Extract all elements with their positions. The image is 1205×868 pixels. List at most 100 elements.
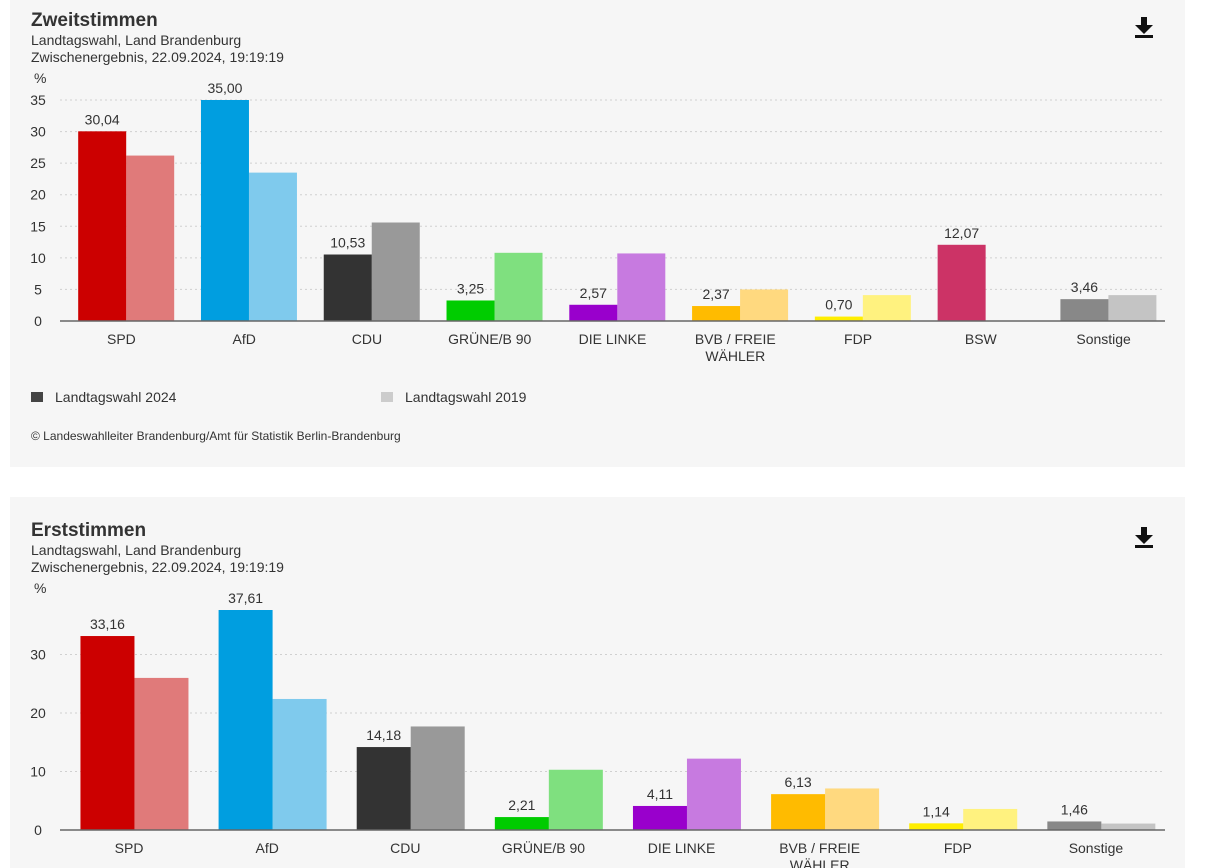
bar-2019-6 [963,808,1018,830]
bar-2019-0 [134,677,189,830]
zweitstimmen-panel: Zweitstimmen Landtagswahl, Land Brandenb… [10,0,1185,467]
x-tick-label: Sonstige [1076,331,1131,347]
data-label: 1,14 [923,803,950,819]
bar-2019-4 [686,758,741,830]
bar-2024-1 [218,610,273,830]
bar-2024-5 [692,306,741,321]
x-tick-label: Sonstige [1069,840,1124,856]
bar-2024-5 [771,794,826,830]
bar-2024-8 [1060,299,1109,321]
x-tick-label: SPD [115,840,144,856]
bar-2024-2 [323,254,372,321]
download-icon[interactable] [1133,15,1155,39]
y-axis-unit: % [34,580,46,596]
data-label: 37,61 [228,590,263,606]
bar-2024-3 [446,300,495,321]
bar-2024-7 [1047,821,1102,830]
data-label: 1,46 [1061,801,1088,817]
y-tick-label: 25 [30,155,46,171]
x-tick-label: CDU [390,840,420,856]
bar-2024-3 [494,817,549,830]
legend-swatch [381,392,393,402]
y-axis-unit: % [34,70,46,86]
y-tick-label: 20 [30,705,46,721]
bar-2024-4 [569,304,618,321]
bar-2024-2 [356,747,411,830]
y-tick-label: 0 [34,313,42,329]
bar-2019-7 [1101,823,1156,830]
erststimmen-panel: Erststimmen Landtagswahl, Land Brandenbu… [10,497,1185,868]
copyright-text: © Landeswahlleiter Brandenburg/Amt für S… [31,429,401,443]
bar-2019-6 [862,295,911,321]
bar-2019-3 [548,769,603,830]
y-tick-label: 5 [34,281,42,297]
y-tick-label: 15 [30,218,46,234]
legend-swatch [31,392,43,402]
x-tick-label: FDP [844,331,872,347]
chart-timestamp: Zwischenergebnis, 22.09.2024, 19:19:19 [31,559,284,575]
bar-2024-6 [909,823,964,830]
x-tick-label: BVB / FREIE WÄHLER [779,840,860,868]
bar-2019-1 [272,698,327,830]
bar-2019-1 [248,172,297,321]
data-label: 2,21 [508,797,535,813]
bar-2019-0 [126,155,175,321]
data-label: 2,57 [580,285,607,301]
data-label: 4,11 [647,786,673,802]
y-tick-label: 10 [30,250,46,266]
bar-2019-4 [617,253,666,321]
zweitstimmen-chart: % 0 5 10 15 20 25 30 35 30,04 SPD 35,00 AfD 10,53 CDU 3… [30,70,1165,364]
bar-2024-4 [632,805,687,830]
x-tick-label: FDP [944,840,972,856]
bar-2019-3 [494,252,543,321]
legend-item-2024[interactable]: Landtagswahl 2024 [31,389,176,405]
x-tick-label: SPD [107,331,136,347]
chart-subtitle: Landtagswahl, Land Brandenburg [31,32,242,48]
bar-2019-5 [825,788,880,830]
chart-subtitle: Landtagswahl, Land Brandenburg [31,542,242,558]
bar-2024-1 [200,100,249,321]
data-label: 35,00 [207,80,242,96]
legend-label: Landtagswahl 2024 [55,389,177,405]
x-tick-label: GRÜNE/B 90 [502,839,585,856]
bar-2024-6 [814,316,863,321]
y-tick-label: 35 [30,92,46,108]
data-label: 33,16 [90,616,125,632]
data-label: 0,70 [825,297,852,313]
erststimmen-chart: % 0 10 20 30 33,16 SPD 37,61 AfD 14,18 CDU 2,21 GRÜN… [30,580,1165,868]
x-tick-label: GRÜNE/B 90 [448,330,531,347]
data-label: 2,37 [702,286,729,302]
x-tick-label: AfD [232,331,255,347]
download-icon[interactable] [1133,525,1155,549]
bar-2024-7 [937,244,986,321]
y-tick-label: 30 [30,124,46,140]
data-label: 14,18 [366,727,401,743]
x-tick-label: DIE LINKE [648,840,716,856]
legend-label: Landtagswahl 2019 [405,389,527,405]
bar-2019-2 [410,726,465,830]
y-tick-label: 10 [30,764,46,780]
x-tick-label: DIE LINKE [579,331,647,347]
x-tick-label: CDU [352,331,382,347]
y-tick-label: 20 [30,187,46,203]
y-tick-label: 30 [30,647,46,663]
bar-2019-8 [1108,295,1157,321]
data-label: 30,04 [85,111,120,127]
data-label: 3,46 [1071,279,1098,295]
data-label: 6,13 [784,774,811,790]
chart-title: Erststimmen [31,520,147,541]
legend-item-2019[interactable]: Landtagswahl 2019 [381,389,526,405]
data-label: 10,53 [330,235,365,251]
bar-2024-0 [78,131,127,321]
x-tick-label: BVB / FREIE WÄHLER [695,331,776,364]
data-label: 12,07 [944,225,979,241]
bar-2019-2 [371,222,420,321]
x-tick-label: AfD [256,840,279,856]
chart-timestamp: Zwischenergebnis, 22.09.2024, 19:19:19 [31,49,284,65]
chart-title: Zweitstimmen [31,10,158,31]
data-label: 3,25 [457,280,484,296]
y-tick-label: 0 [34,822,42,838]
bar-2019-5 [740,289,789,321]
bar-2024-0 [80,636,135,830]
x-tick-label: BSW [965,331,998,347]
